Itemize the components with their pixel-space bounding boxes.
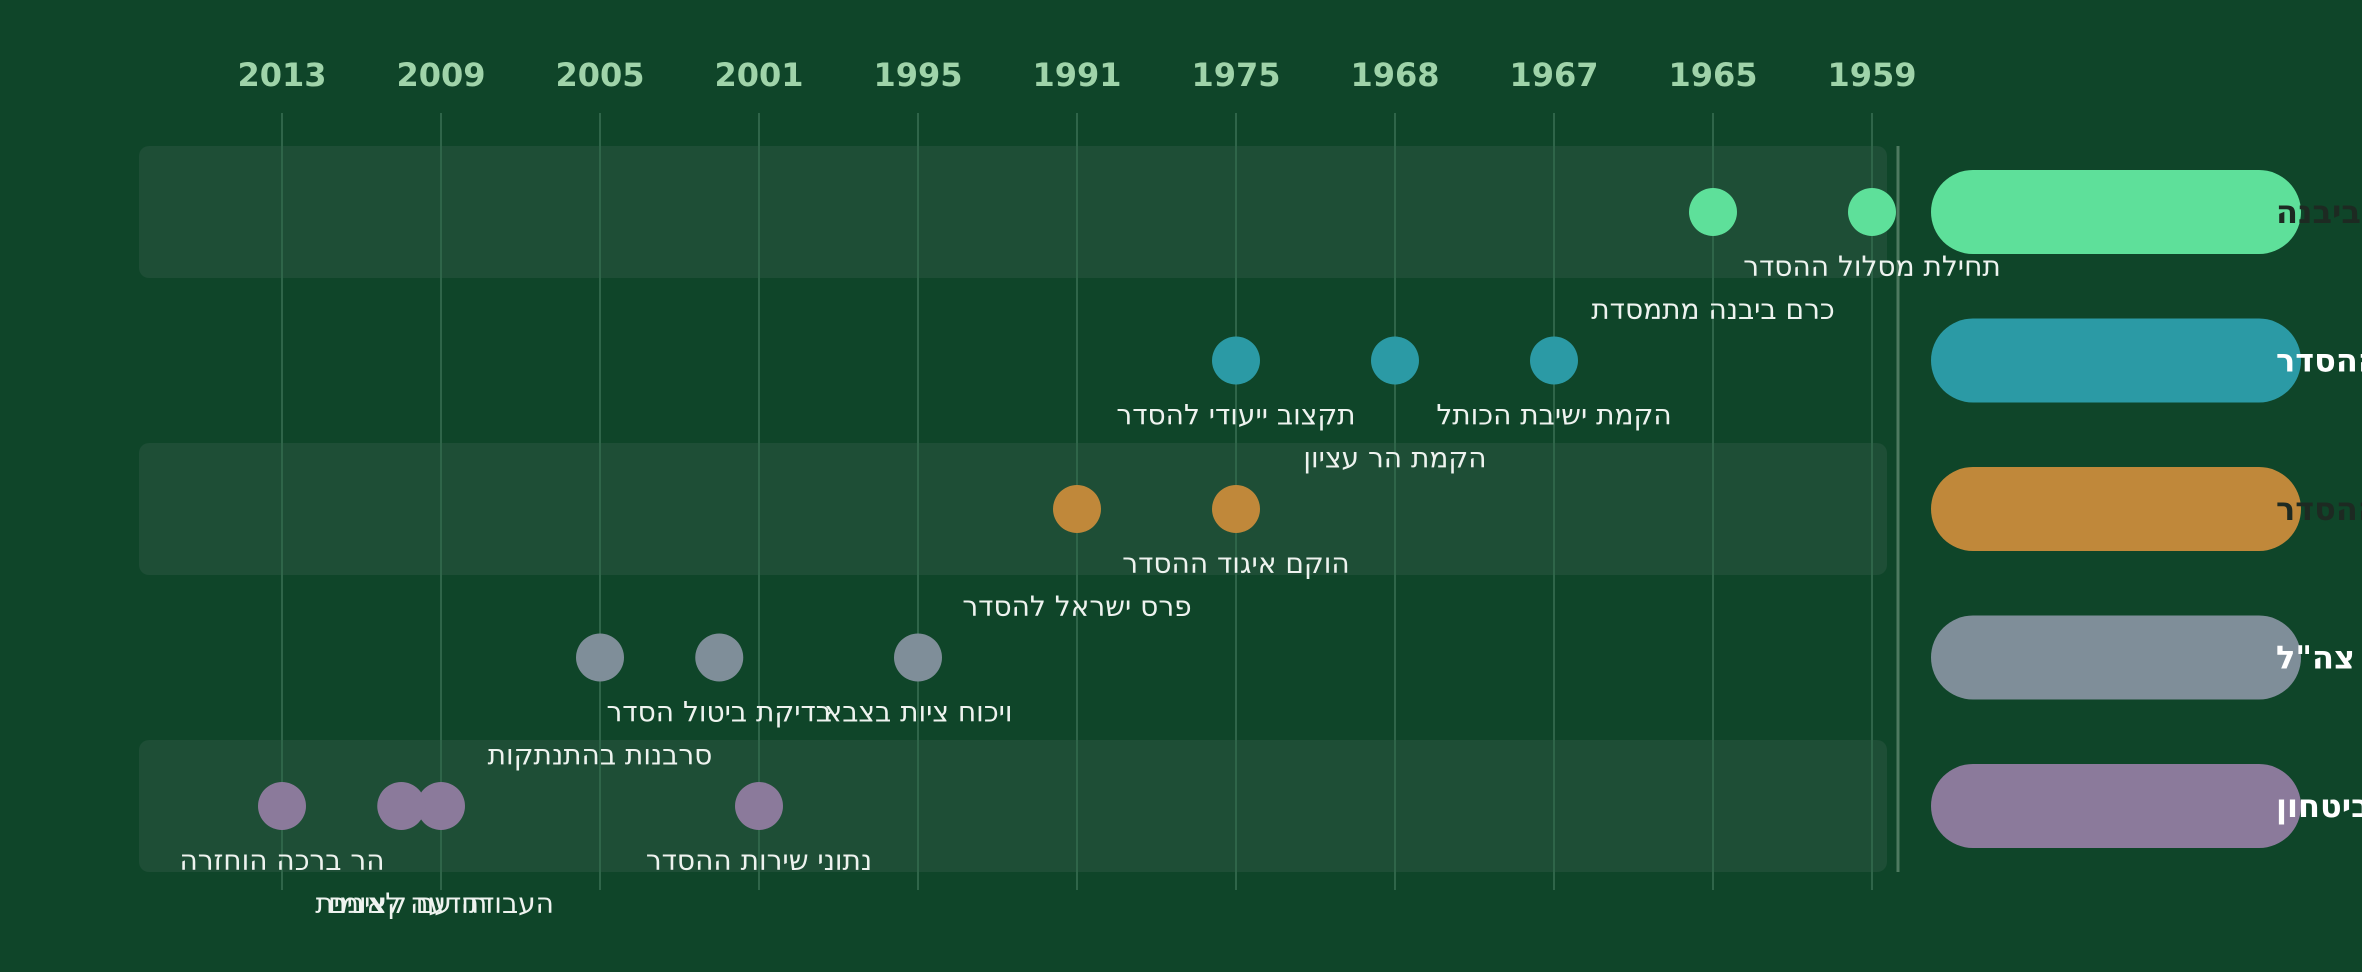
year-label: 1967 xyxy=(1509,56,1598,94)
event-label: הקמת הר עציון xyxy=(1303,442,1486,475)
group-label: איגוד ההסדר xyxy=(2276,490,2362,528)
event-dot xyxy=(894,633,942,682)
event-label: תקצוב ייעודי להסדר xyxy=(1116,399,1355,432)
event-label: תודעה לאומית xyxy=(315,887,487,920)
event-dot xyxy=(1689,188,1737,236)
event-label: בדיקת ביטול הסדר xyxy=(606,696,832,729)
group-pill xyxy=(1931,467,2301,551)
event-dot xyxy=(1848,188,1896,236)
year-label: 1959 xyxy=(1827,56,1916,94)
year-label: 2005 xyxy=(555,56,644,94)
year-label: 1991 xyxy=(1032,56,1121,94)
event-label: תחילת מסלול ההסדר xyxy=(1743,250,2001,283)
year-label: 2013 xyxy=(237,56,326,94)
year-label: 1995 xyxy=(873,56,962,94)
event-dot xyxy=(695,633,744,682)
event-label: הקמת ישיבת הכותל xyxy=(1436,399,1671,432)
event-dot xyxy=(1053,485,1101,533)
event-label: הר ברכה הוחזרה xyxy=(180,844,385,877)
event-dot xyxy=(1530,336,1578,385)
event-dot xyxy=(1212,485,1260,533)
year-label: 1965 xyxy=(1668,56,1757,94)
event-dot xyxy=(258,782,306,830)
event-label: סרבנות בהתנתקות xyxy=(488,739,713,772)
year-label: 2009 xyxy=(396,56,485,94)
event-dot xyxy=(576,633,624,682)
event-label: נתוני שירות ההסדר xyxy=(646,844,872,877)
row-band xyxy=(139,443,1887,575)
event-label: ויכוח ציות בצבא xyxy=(823,696,1012,729)
event-label: כרם ביבנה מתמסדת xyxy=(1591,293,1834,326)
group-label: ישיבות ההסדר xyxy=(2276,342,2362,380)
event-dot xyxy=(1371,336,1419,385)
event-dot xyxy=(1212,336,1260,385)
group-pill xyxy=(1931,764,2301,848)
event-dot xyxy=(417,782,465,830)
group-pill xyxy=(1931,318,2301,403)
event-label: העבודה עם קצינים xyxy=(328,887,554,920)
year-label: 1968 xyxy=(1350,56,1439,94)
event-label: פרס ישראל להסדר xyxy=(962,590,1191,623)
year-label: 2001 xyxy=(714,56,803,94)
group-pill xyxy=(1931,615,2301,700)
group-label: צה"ל xyxy=(2276,639,2355,677)
year-label: 1975 xyxy=(1191,56,1280,94)
row-band xyxy=(139,146,1887,278)
group-pill xyxy=(1931,170,2301,254)
group-label: כרם ביבנה xyxy=(2276,193,2362,231)
event-dot xyxy=(377,782,426,830)
event-dot xyxy=(735,782,783,830)
row-band xyxy=(139,740,1887,872)
group-label: משרד הביטחון xyxy=(2276,787,2362,825)
event-label: הוקם איגוד ההסדר xyxy=(1122,547,1349,580)
